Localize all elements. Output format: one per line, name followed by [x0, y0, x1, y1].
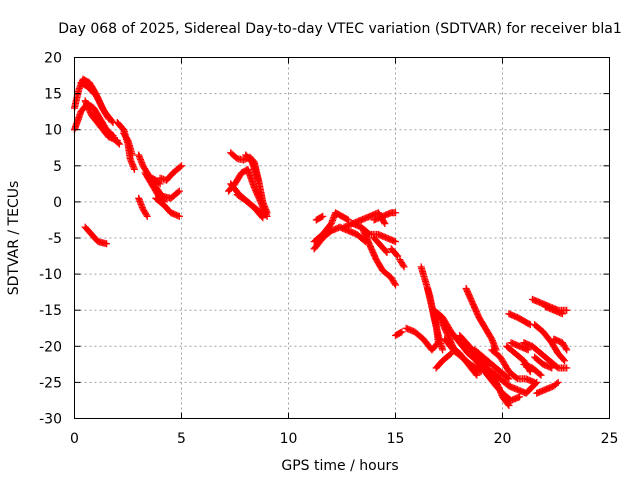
data-point	[559, 356, 567, 364]
data-point	[381, 220, 389, 228]
data-point	[563, 364, 571, 372]
data-point	[563, 346, 571, 354]
data-point	[447, 350, 455, 358]
y-tick-label: -30	[39, 412, 62, 428]
y-tick-label: -5	[48, 231, 62, 247]
axis-ticks	[74, 57, 610, 419]
data-point	[433, 340, 441, 348]
x-tick-label: 5	[177, 431, 186, 447]
data-point	[472, 370, 480, 378]
data-point	[537, 371, 545, 379]
data-point	[319, 212, 327, 220]
data-point	[434, 339, 442, 347]
data-point	[143, 212, 151, 220]
data-point	[175, 187, 183, 195]
data-point	[382, 247, 390, 255]
y-tick-label: -15	[39, 303, 62, 319]
data-point	[255, 176, 263, 184]
data-point	[562, 344, 570, 352]
data-point	[446, 351, 454, 359]
data-point	[103, 240, 111, 248]
data-point	[505, 402, 513, 410]
data-point	[398, 328, 406, 336]
data-point	[392, 238, 399, 246]
x-tick-label: 25	[601, 431, 619, 447]
data-point	[504, 400, 512, 408]
data-point	[317, 213, 325, 221]
data-point	[394, 252, 402, 260]
x-tick-label: 20	[494, 431, 512, 447]
data-point	[536, 370, 544, 378]
x-tick-label: 15	[387, 431, 405, 447]
data-point	[343, 215, 351, 223]
data-point	[174, 188, 182, 196]
data-point	[259, 214, 267, 222]
data-point	[176, 163, 184, 171]
data-point	[175, 212, 183, 220]
y-tick-label: 15	[44, 87, 62, 103]
y-tick-label: -10	[39, 267, 62, 283]
data-point	[504, 374, 512, 382]
x-tick-label: 10	[280, 431, 298, 447]
data-point	[399, 261, 407, 269]
data-point	[123, 135, 131, 143]
data-point	[380, 218, 388, 226]
data-point	[178, 162, 185, 170]
y-tick-label: 10	[44, 123, 62, 139]
data-point	[516, 393, 524, 401]
data-point	[391, 279, 399, 287]
data-point	[383, 248, 391, 256]
y-tick-label: 0	[53, 195, 62, 211]
data-point	[473, 371, 481, 379]
data-point	[142, 211, 150, 219]
data-point	[397, 329, 405, 337]
y-tick-label: 5	[53, 159, 62, 175]
y-tick-label: -25	[39, 375, 62, 391]
data-point	[439, 346, 447, 354]
data-point	[400, 263, 408, 271]
y-tick-labels: 20 15 10 5 0 -5 -10 -15 -20 -25 -30	[39, 51, 62, 428]
data-point	[258, 213, 266, 221]
data-point	[240, 156, 248, 164]
x-axis-label: GPS time / hours	[281, 458, 398, 474]
data-point	[553, 380, 561, 388]
y-tick-label: 20	[44, 51, 62, 67]
data-point	[130, 165, 138, 173]
data-point	[128, 151, 136, 159]
data-point	[532, 379, 540, 387]
y-tick-label: -20	[39, 339, 62, 355]
data-point	[392, 281, 399, 289]
data-point	[554, 378, 562, 386]
data-point	[108, 117, 116, 125]
data-point	[548, 364, 556, 372]
data-point	[525, 320, 533, 328]
y-axis-label: SDTVAR / TECUs	[6, 181, 22, 296]
x-tick-labels: 0 5 10 15 20 25	[70, 431, 618, 447]
data-point	[505, 375, 513, 383]
data-point	[115, 140, 123, 148]
data-point	[558, 310, 566, 318]
data-point	[561, 357, 569, 365]
chart-title: Day 068 of 2025, Sidereal Day-to-day VTE…	[58, 21, 621, 37]
data-point	[155, 179, 163, 187]
x-tick-label: 0	[70, 431, 79, 447]
data-point	[533, 378, 541, 386]
data-points	[71, 75, 571, 410]
data-point	[114, 139, 122, 147]
data-point	[563, 306, 571, 314]
data-point	[392, 209, 399, 217]
data-point	[393, 251, 401, 259]
